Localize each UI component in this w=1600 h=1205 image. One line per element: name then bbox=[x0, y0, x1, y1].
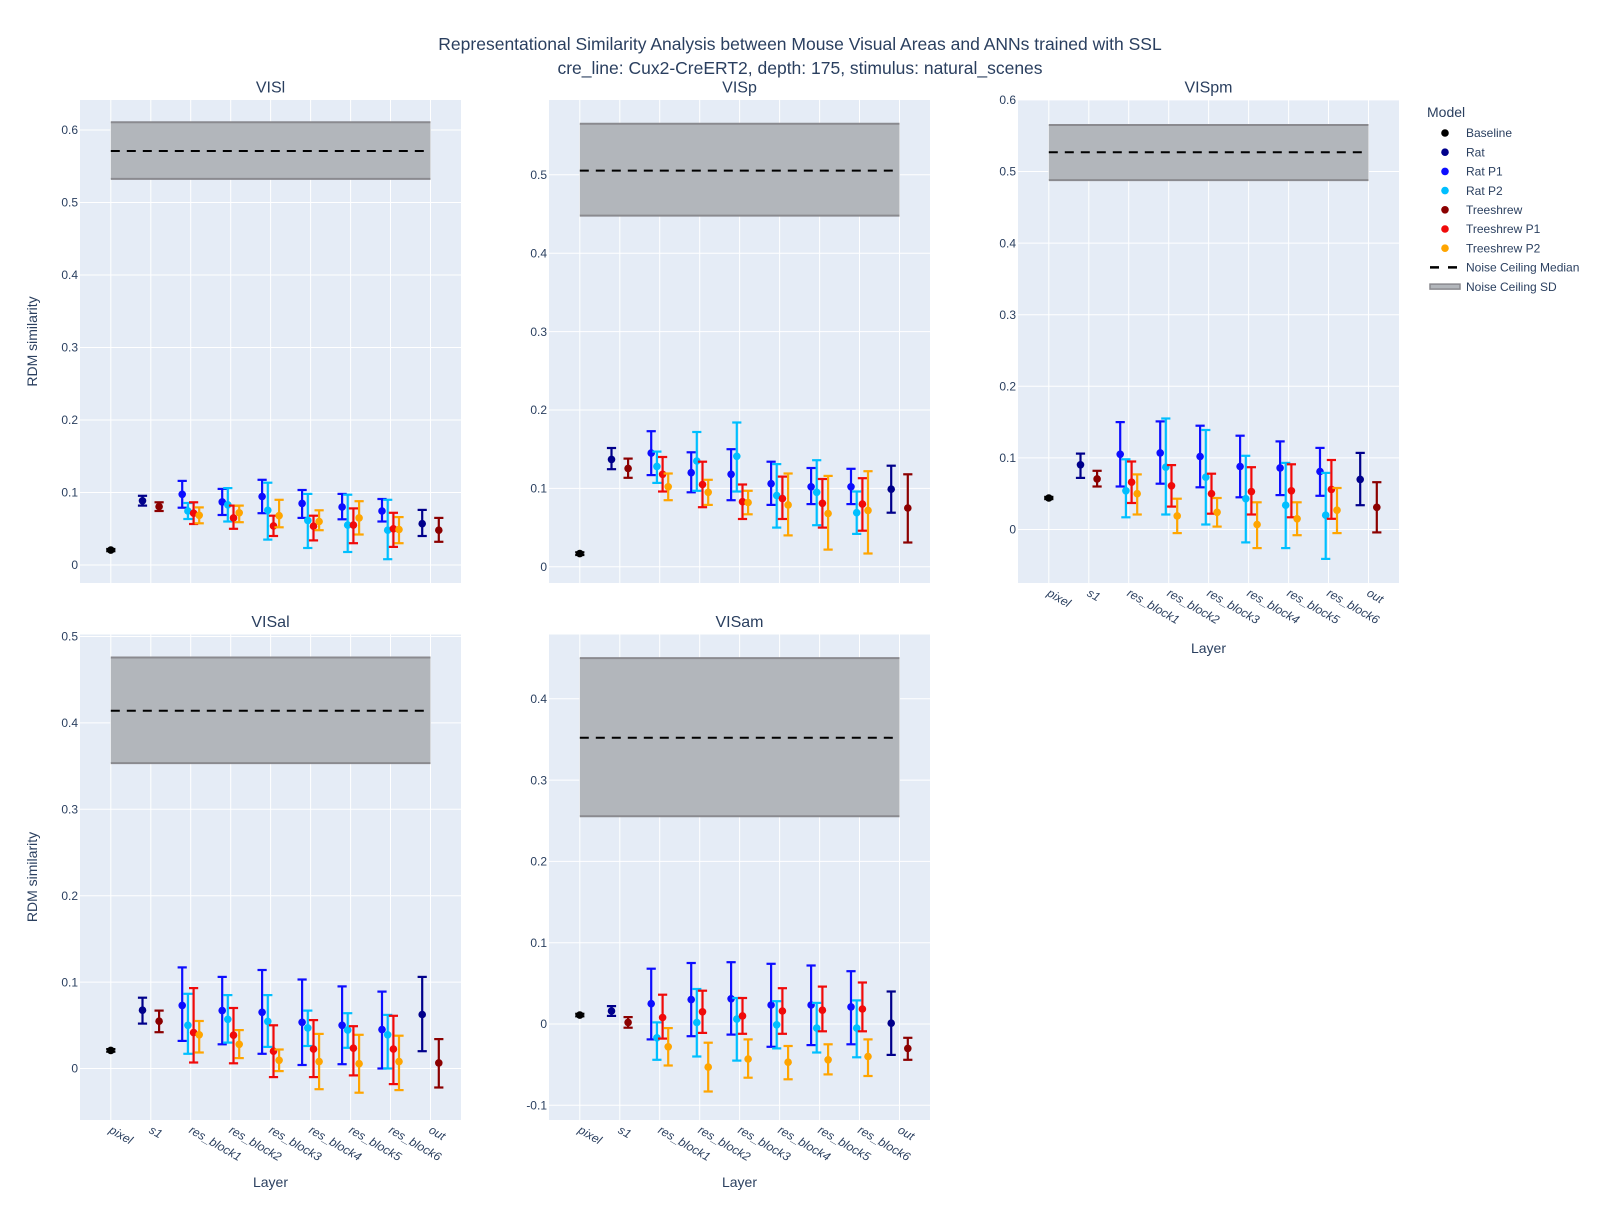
svg-text:0.1: 0.1 bbox=[61, 486, 78, 500]
svg-text:0.1: 0.1 bbox=[999, 451, 1016, 465]
svg-text:Rat P1: Rat P1 bbox=[1466, 165, 1503, 179]
svg-text:s1: s1 bbox=[616, 1123, 634, 1141]
svg-text:s1: s1 bbox=[1085, 586, 1103, 604]
svg-text:Noise Ceiling SD: Noise Ceiling SD bbox=[1466, 280, 1557, 294]
svg-text:Baseline: Baseline bbox=[1466, 126, 1512, 140]
svg-text:0.3: 0.3 bbox=[61, 803, 78, 817]
svg-text:0: 0 bbox=[71, 1062, 78, 1076]
svg-text:0.5: 0.5 bbox=[61, 196, 78, 210]
svg-text:s1: s1 bbox=[147, 1123, 165, 1141]
svg-text:0.2: 0.2 bbox=[999, 380, 1016, 394]
svg-text:Treeshrew P2: Treeshrew P2 bbox=[1466, 241, 1541, 255]
svg-text:0.2: 0.2 bbox=[530, 855, 547, 869]
svg-text:VISp: VISp bbox=[722, 80, 757, 97]
svg-text:VISpm: VISpm bbox=[1184, 80, 1232, 97]
svg-text:0.2: 0.2 bbox=[61, 413, 78, 427]
svg-text:VISl: VISl bbox=[256, 80, 285, 97]
svg-text:0.4: 0.4 bbox=[61, 716, 78, 730]
svg-text:0.3: 0.3 bbox=[61, 341, 78, 355]
svg-text:VISal: VISal bbox=[251, 614, 289, 631]
svg-text:0: 0 bbox=[71, 558, 78, 572]
svg-text:Model: Model bbox=[1427, 104, 1465, 120]
svg-text:Treeshrew: Treeshrew bbox=[1466, 203, 1523, 217]
svg-text:0.4: 0.4 bbox=[61, 268, 78, 282]
svg-text:Layer: Layer bbox=[253, 1174, 288, 1190]
svg-text:Treeshrew P1: Treeshrew P1 bbox=[1466, 222, 1541, 236]
svg-text:0.5: 0.5 bbox=[999, 165, 1016, 179]
svg-text:0.1: 0.1 bbox=[61, 975, 78, 989]
svg-text:0.4: 0.4 bbox=[999, 236, 1016, 250]
svg-text:0.3: 0.3 bbox=[530, 325, 547, 339]
svg-text:-0.1: -0.1 bbox=[526, 1099, 547, 1113]
svg-text:Representational Similarity An: Representational Similarity Analysis bet… bbox=[438, 34, 1162, 54]
svg-text:0.2: 0.2 bbox=[61, 889, 78, 903]
svg-text:0.5: 0.5 bbox=[61, 630, 78, 644]
svg-text:RDM similarity: RDM similarity bbox=[24, 296, 40, 386]
svg-text:0.6: 0.6 bbox=[999, 93, 1016, 107]
svg-text:0.6: 0.6 bbox=[61, 123, 78, 137]
svg-text:0.5: 0.5 bbox=[530, 168, 547, 182]
svg-text:0: 0 bbox=[540, 560, 547, 574]
svg-text:0.4: 0.4 bbox=[530, 246, 547, 260]
svg-text:0: 0 bbox=[540, 1017, 547, 1031]
svg-text:VISam: VISam bbox=[715, 614, 763, 631]
svg-text:Noise Ceiling Median: Noise Ceiling Median bbox=[1466, 261, 1579, 275]
svg-text:Layer: Layer bbox=[1191, 640, 1226, 656]
svg-text:0.1: 0.1 bbox=[530, 482, 547, 496]
svg-text:Layer: Layer bbox=[722, 1174, 757, 1190]
svg-text:0.1: 0.1 bbox=[530, 936, 547, 950]
svg-text:RDM similarity: RDM similarity bbox=[24, 832, 40, 922]
svg-text:cre_line: Cux2-CreERT2, depth:: cre_line: Cux2-CreERT2, depth: 175, stim… bbox=[557, 58, 1042, 79]
svg-text:Rat: Rat bbox=[1466, 145, 1485, 159]
svg-text:0: 0 bbox=[1009, 523, 1016, 537]
svg-text:0.4: 0.4 bbox=[530, 692, 547, 706]
svg-text:0.2: 0.2 bbox=[530, 403, 547, 417]
svg-text:Rat P2: Rat P2 bbox=[1466, 184, 1503, 198]
svg-text:0.3: 0.3 bbox=[530, 773, 547, 787]
svg-text:0.3: 0.3 bbox=[999, 308, 1016, 322]
